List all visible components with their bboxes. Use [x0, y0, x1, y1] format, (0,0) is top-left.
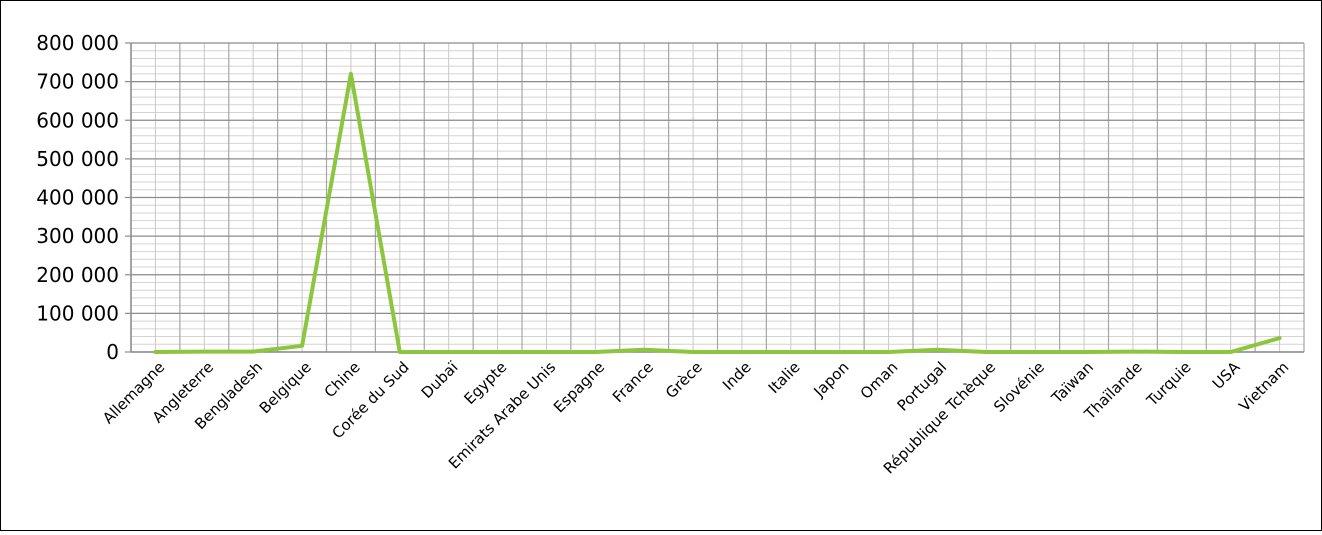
x-tick-label: Japon — [810, 358, 853, 401]
x-tick-label: Inde — [719, 358, 755, 394]
y-tick-label: 500 000 — [36, 147, 119, 171]
x-tick-label: USA — [1209, 358, 1244, 393]
data-point — [593, 350, 597, 354]
x-tick-label: Italie — [765, 358, 804, 397]
data-point — [1033, 350, 1037, 354]
data-point — [789, 350, 793, 354]
y-tick-label: 0 — [106, 340, 119, 364]
data-point — [300, 344, 304, 348]
data-point — [398, 350, 402, 354]
x-tick-label: Oman — [857, 358, 902, 403]
data-point — [740, 350, 744, 354]
data-point — [1278, 336, 1282, 340]
y-tick-label: 300 000 — [36, 224, 119, 248]
x-tick-label: Taïwan — [1047, 358, 1097, 408]
data-series — [153, 71, 1282, 354]
data-point — [838, 350, 842, 354]
x-tick-label: Chine — [321, 358, 364, 401]
x-tick-label: Dubaï — [418, 358, 462, 402]
x-tick-label: Grèce — [662, 358, 706, 402]
data-point — [251, 350, 255, 354]
data-point — [1180, 350, 1184, 354]
x-tick-label: Espagne — [550, 358, 608, 416]
x-tick-label: France — [609, 358, 657, 406]
data-point — [544, 350, 548, 354]
data-point — [202, 350, 206, 354]
data-point — [935, 348, 939, 352]
data-point — [887, 350, 891, 354]
y-tick-label: 700 000 — [36, 70, 119, 94]
x-tick-label: Belgique — [256, 358, 315, 417]
data-point — [1229, 350, 1233, 354]
x-tick-label: Vietnam — [1235, 358, 1292, 415]
y-tick-label: 400 000 — [36, 186, 119, 210]
x-tick-label: Turquie — [1143, 358, 1195, 410]
y-tick-label: 100 000 — [36, 301, 119, 325]
y-tick-label: 800 000 — [36, 31, 119, 55]
data-point — [349, 72, 353, 76]
data-point — [691, 350, 695, 354]
y-tick-label: 600 000 — [36, 108, 119, 132]
data-point — [1131, 350, 1135, 354]
y-axis-ticks: 0 100 000 200 000 300 000 400 000 500 000 600 … — [36, 31, 119, 364]
series-line — [153, 71, 1282, 354]
x-tick-label: Slovénie — [990, 358, 1048, 416]
data-point — [642, 348, 646, 352]
data-point — [447, 350, 451, 354]
data-point — [984, 350, 988, 354]
data-point — [153, 350, 157, 354]
data-point — [1082, 350, 1086, 354]
y-tick-label: 200 000 — [36, 263, 119, 287]
data-point — [496, 350, 500, 354]
